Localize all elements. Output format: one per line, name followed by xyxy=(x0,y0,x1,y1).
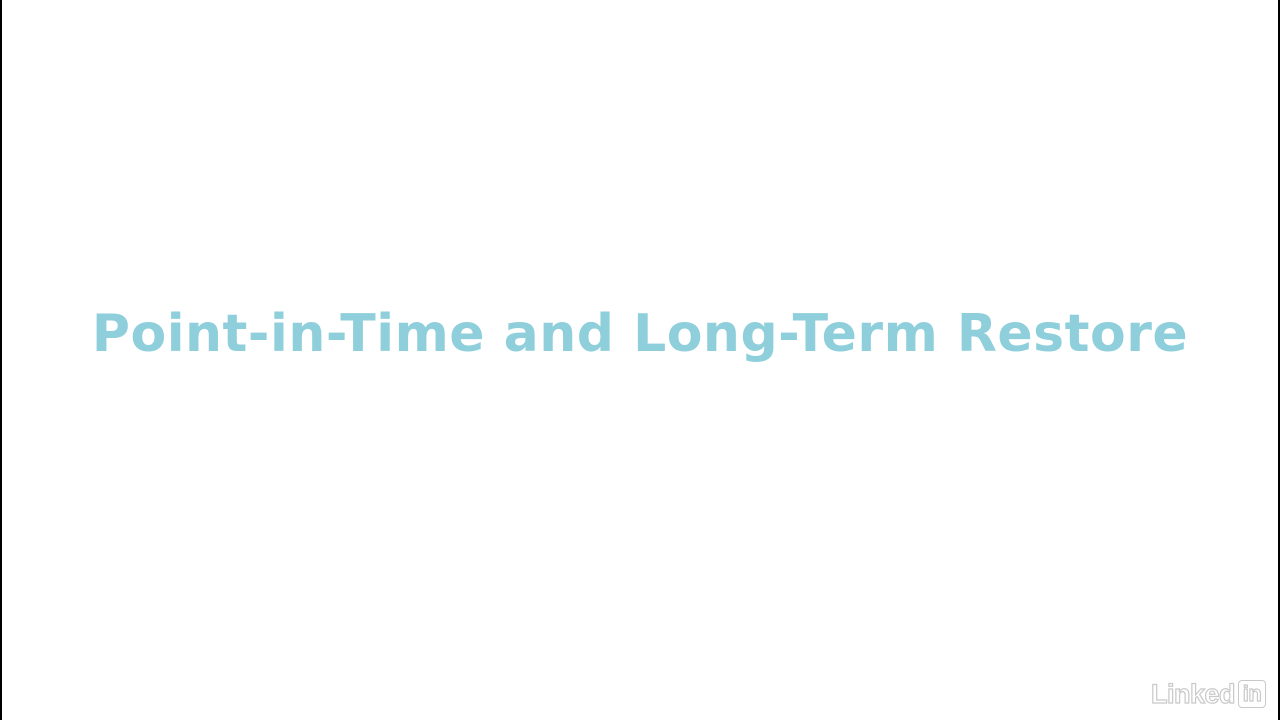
slide-title: Point-in-Time and Long-Term Restore xyxy=(91,304,1189,364)
linkedin-in-box-icon: in xyxy=(1238,680,1266,708)
linkedin-wordmark: Linked xyxy=(1150,678,1236,709)
linkedin-watermark-logo: Linked in xyxy=(1150,678,1266,710)
